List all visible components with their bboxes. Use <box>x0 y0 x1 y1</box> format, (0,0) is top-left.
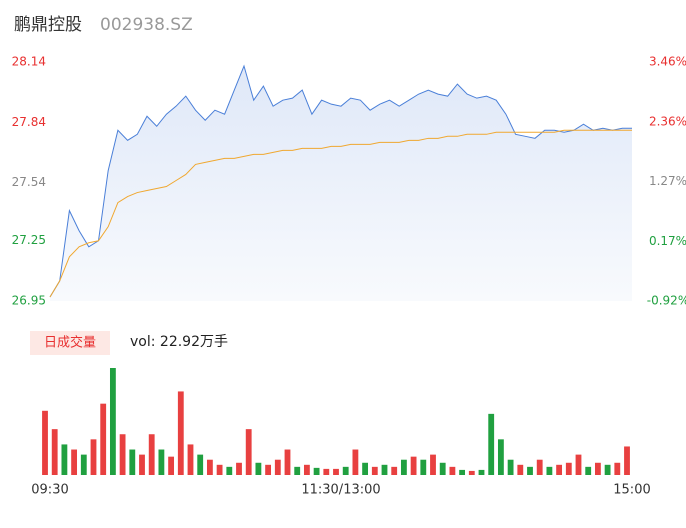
volume-bar <box>536 459 543 475</box>
volume-bar <box>342 466 349 475</box>
y2-tick-label: 1.27% <box>649 174 686 188</box>
volume-bar <box>391 466 398 475</box>
stock-name: 鹏鼎控股 <box>14 15 82 35</box>
volume-bar <box>226 466 233 475</box>
volume-bar <box>624 446 630 475</box>
volume-bar <box>517 464 524 475</box>
volume-bar <box>614 462 621 475</box>
x-tick-label: 11:30/13:00 <box>301 483 380 498</box>
volume-bar <box>410 456 417 475</box>
price-area <box>50 66 632 301</box>
volume-bar <box>245 429 252 475</box>
volume-bar <box>303 464 310 475</box>
y2-tick-label: 3.46% <box>649 55 686 69</box>
volume-bar <box>546 466 553 475</box>
y-tick-label: 26.95 <box>12 294 46 308</box>
volume-bar <box>575 454 582 475</box>
volume-bar <box>352 449 359 475</box>
y-tick-label: 27.54 <box>12 175 46 189</box>
volume-bar <box>585 466 592 475</box>
volume-label: vol: 22.92万手 <box>130 334 228 350</box>
volume-bar <box>362 462 369 475</box>
volume-bar <box>216 464 223 475</box>
volume-bar <box>158 449 165 475</box>
x-tick-label: 15:00 <box>613 483 650 498</box>
volume-bar <box>61 444 68 475</box>
stock-code: 002938.SZ <box>100 15 193 35</box>
volume-bar <box>177 391 184 475</box>
volume-bar <box>90 439 97 475</box>
volume-bar <box>478 469 485 475</box>
volume-bar <box>333 468 339 475</box>
y-tick-label: 27.84 <box>12 115 46 129</box>
volume-bar <box>206 459 213 475</box>
y2-tick-label: 2.36% <box>649 115 686 129</box>
volume-bar <box>51 429 58 475</box>
volume-bar <box>265 464 272 475</box>
volume-bar <box>274 459 281 475</box>
volume-bar <box>497 439 504 475</box>
volume-bar <box>71 449 78 475</box>
x-tick-label: 09:30 <box>31 483 68 498</box>
volume-bar <box>556 464 563 475</box>
volume-bar <box>313 467 320 475</box>
volume-bar <box>168 456 175 475</box>
volume-bar <box>507 459 514 475</box>
average-line <box>49 129 632 298</box>
volume-bar <box>400 459 407 475</box>
volume-bar <box>255 462 262 475</box>
volume-bar <box>80 454 87 475</box>
volume-bar <box>371 466 378 475</box>
volume-bar <box>148 434 155 475</box>
volume-bar <box>42 410 48 475</box>
volume-bar <box>381 464 388 475</box>
volume-bar <box>565 462 572 475</box>
volume-bar <box>439 462 446 475</box>
volume-bar <box>187 444 194 475</box>
y2-tick-label: -0.92% <box>647 294 686 308</box>
volume-bar <box>604 464 611 475</box>
volume-bar <box>449 466 456 475</box>
price-line <box>49 64 632 298</box>
volume-bar <box>284 449 291 475</box>
volume-bar <box>236 462 242 475</box>
y2-tick-label: 0.17% <box>649 234 686 248</box>
volume-bar <box>119 434 126 475</box>
legend-box <box>30 331 110 355</box>
volume-bar <box>197 454 204 475</box>
volume-bar <box>459 469 466 475</box>
volume-bar <box>129 449 136 475</box>
volume-bar <box>109 368 116 475</box>
volume-bar <box>594 462 601 475</box>
volume-bar <box>323 468 330 475</box>
volume-bar <box>430 454 436 475</box>
volume-bar <box>527 466 533 475</box>
y-tick-label: 28.14 <box>12 55 46 69</box>
legend: 日成交量 <box>44 335 96 351</box>
volume-bar <box>468 470 475 475</box>
volume-bar <box>100 403 107 475</box>
volume-bar <box>488 413 495 475</box>
volume-bar <box>139 454 145 475</box>
y-tick-label: 27.25 <box>12 233 46 247</box>
volume-bar <box>294 466 301 475</box>
volume-bar <box>420 459 427 475</box>
